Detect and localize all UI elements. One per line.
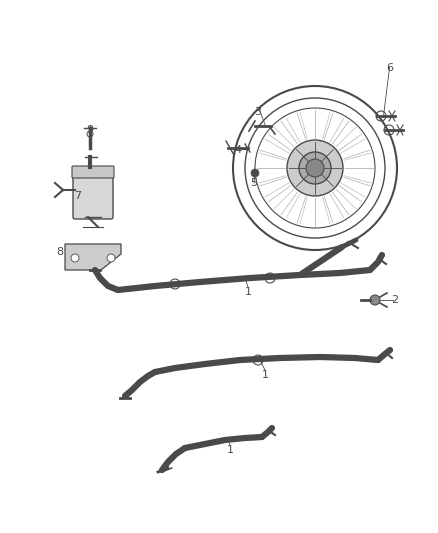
Circle shape (71, 254, 79, 262)
Text: 1: 1 (244, 287, 251, 297)
Text: 8: 8 (57, 247, 64, 257)
Text: 3: 3 (254, 107, 261, 117)
Text: 4: 4 (234, 145, 242, 155)
FancyBboxPatch shape (72, 166, 114, 178)
FancyBboxPatch shape (73, 171, 113, 219)
Text: 9: 9 (86, 125, 94, 135)
Text: 7: 7 (74, 191, 81, 201)
Text: 1: 1 (226, 445, 233, 455)
Text: 1: 1 (261, 370, 268, 380)
Circle shape (306, 159, 324, 177)
Circle shape (370, 295, 380, 305)
Circle shape (287, 140, 343, 196)
Circle shape (251, 169, 259, 177)
Polygon shape (65, 244, 121, 270)
Circle shape (107, 254, 115, 262)
Text: 5: 5 (251, 178, 258, 188)
Text: 6: 6 (386, 63, 393, 73)
Circle shape (299, 152, 331, 184)
Text: 2: 2 (392, 295, 399, 305)
